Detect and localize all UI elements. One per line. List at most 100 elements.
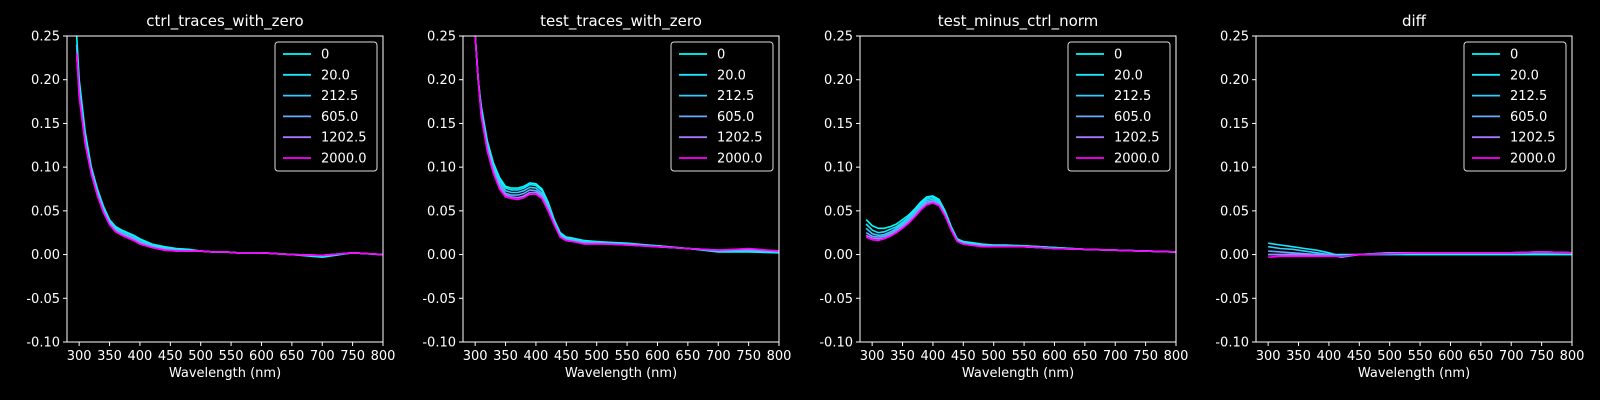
legend-label: 1202.5 — [1510, 131, 1556, 146]
series-line-6 — [1268, 251, 1572, 258]
legend-label: 212.5 — [1114, 89, 1151, 104]
x-axis-label: Wavelength (nm) — [1358, 366, 1470, 381]
legend-label: 1202.5 — [321, 131, 367, 146]
x-tick-label: 350 — [97, 349, 122, 364]
y-tick-label: 0.00 — [31, 248, 60, 263]
legend-label: 2000.0 — [1510, 152, 1556, 167]
y-tick-label: -0.05 — [819, 292, 853, 307]
y-tick-label: 0.15 — [427, 117, 456, 132]
series-lines — [75, 36, 383, 259]
x-tick-label: 300 — [860, 349, 885, 364]
x-tick-label: 550 — [1408, 349, 1433, 364]
axes-frame — [859, 35, 1177, 343]
legend-label: 605.0 — [1114, 110, 1151, 125]
legend: 0 20.0 212.5 605.0 1202.5 2000.0 — [1067, 41, 1171, 172]
x-tick-label: 800 — [1560, 349, 1585, 364]
chart-panel-1: 300 350 400 450 500 550 600 650 700 750 800 -0.10 -0… — [26, 12, 395, 381]
legend-label: 0 — [1114, 48, 1122, 63]
y-tick-label: 0.00 — [824, 248, 853, 263]
x-tick-label: 700 — [1499, 349, 1524, 364]
y-tick-label: 0.10 — [824, 161, 853, 176]
series-line-2 — [865, 196, 1176, 253]
x-axis-label: Wavelength (nm) — [169, 366, 281, 381]
y-tick-label: 0.05 — [824, 204, 853, 219]
y-tick-label: 0.15 — [31, 117, 60, 132]
legend: 0 20.0 212.5 605.0 1202.5 2000.0 — [670, 41, 774, 172]
series-line-3 — [865, 198, 1176, 253]
x-tick-label: 800 — [767, 349, 792, 364]
y-tick-label: 0.10 — [427, 161, 456, 176]
x-axis-label: Wavelength (nm) — [962, 366, 1074, 381]
chart-title: diff — [1402, 12, 1427, 30]
y-tick-label: 0.10 — [31, 161, 60, 176]
x-tick-label: 400 — [1317, 349, 1342, 364]
chart-title: test_traces_with_zero — [540, 12, 702, 31]
chart-panel-3: 300 350 400 450 500 550 600 650 700 750 800 -0.10 -0… — [819, 12, 1188, 381]
x-tick-label: 750 — [1529, 349, 1554, 364]
x-tick-label: 450 — [554, 349, 579, 364]
x-tick-label: 800 — [1164, 349, 1189, 364]
x-tick-label: 750 — [736, 349, 761, 364]
x-tick-label: 700 — [706, 349, 731, 364]
legend-label: 20.0 — [1114, 68, 1143, 83]
y-tick-label: -0.05 — [26, 292, 60, 307]
x-tick-label: 550 — [615, 349, 640, 364]
x-tick-label: 450 — [1347, 349, 1372, 364]
x-tick-label: 450 — [951, 349, 976, 364]
series-line-5 — [865, 201, 1176, 253]
legend-label: 605.0 — [321, 110, 358, 125]
y-tick-label: -0.10 — [819, 336, 853, 351]
y-tick-label: 0.00 — [427, 248, 456, 263]
y-tick-label: -0.05 — [422, 292, 456, 307]
y-tick-label: 0.10 — [1220, 161, 1249, 176]
series-lines — [474, 36, 779, 254]
legend-label: 212.5 — [321, 89, 358, 104]
y-tick-label: -0.10 — [422, 336, 456, 351]
x-tick-label: 450 — [158, 349, 183, 364]
x-tick-label: 600 — [1042, 349, 1067, 364]
y-tick-label: -0.05 — [1215, 292, 1249, 307]
legend: 0 20.0 212.5 605.0 1202.5 2000.0 — [274, 41, 378, 172]
legend-label: 2000.0 — [321, 152, 367, 167]
legend-label: 20.0 — [717, 68, 746, 83]
series-line-1 — [865, 195, 1176, 253]
legend-label: 1202.5 — [1114, 131, 1160, 146]
series-lines — [865, 195, 1176, 253]
legend-label: 20.0 — [321, 68, 350, 83]
x-tick-label: 500 — [1377, 349, 1402, 364]
y-tick-label: 0.05 — [1220, 204, 1249, 219]
y-tick-label: 0.20 — [427, 73, 456, 88]
series-lines — [1268, 242, 1572, 259]
axes-frame — [1255, 35, 1573, 343]
legend-label: 2000.0 — [717, 152, 763, 167]
legend-label: 605.0 — [717, 110, 754, 125]
x-tick-label: 650 — [1468, 349, 1493, 364]
chart-title: ctrl_traces_with_zero — [146, 12, 303, 31]
series-line-4 — [865, 200, 1176, 253]
legend-label: 20.0 — [1510, 68, 1539, 83]
y-tick-label: 0.25 — [824, 30, 853, 45]
series-line-6 — [865, 202, 1176, 253]
legend-label: 0 — [717, 48, 725, 63]
x-tick-label: 300 — [1256, 349, 1281, 364]
legend-label: 1202.5 — [717, 131, 763, 146]
y-tick-label: -0.10 — [1215, 336, 1249, 351]
y-tick-label: 0.25 — [31, 30, 60, 45]
x-tick-label: 400 — [128, 349, 153, 364]
y-tick-label: 0.25 — [427, 30, 456, 45]
x-tick-label: 550 — [219, 349, 244, 364]
x-tick-label: 400 — [524, 349, 549, 364]
x-tick-label: 600 — [645, 349, 670, 364]
y-tick-label: 0.15 — [1220, 117, 1249, 132]
series-line-6 — [474, 36, 779, 252]
x-tick-label: 650 — [279, 349, 304, 364]
x-tick-label: 650 — [1072, 349, 1097, 364]
legend-label: 212.5 — [1510, 89, 1547, 104]
x-tick-label: 300 — [67, 349, 92, 364]
x-tick-label: 600 — [1438, 349, 1463, 364]
x-tick-label: 750 — [1133, 349, 1158, 364]
y-tick-label: 0.25 — [1220, 30, 1249, 45]
series-line-6 — [75, 53, 383, 257]
y-tick-label: -0.10 — [26, 336, 60, 351]
